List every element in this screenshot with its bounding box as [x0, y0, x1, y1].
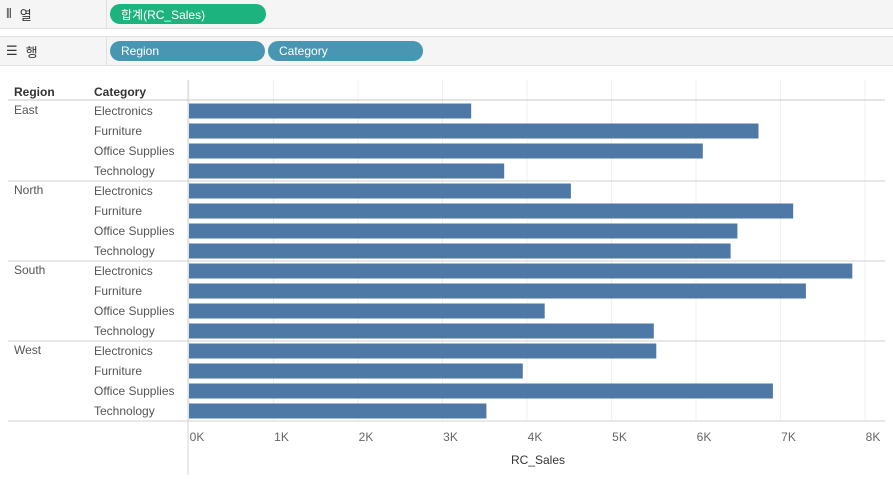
bar[interactable]	[189, 323, 654, 339]
bar[interactable]	[189, 183, 571, 199]
x-tick-label: 7K	[781, 430, 796, 444]
bar[interactable]	[189, 243, 731, 259]
category-label: Furniture	[94, 284, 142, 298]
rows-pill-region[interactable]: Region	[110, 41, 265, 61]
columns-shelf-header: ⦀ 열	[0, 0, 107, 28]
category-label: Electronics	[94, 264, 153, 278]
x-axis-ticks: 0K 1K 2K 3K 4K 5K 6K 7K 8K	[190, 430, 881, 444]
bar[interactable]	[189, 363, 523, 379]
bar[interactable]	[189, 223, 738, 239]
x-axis-title: RC_Sales	[511, 453, 565, 467]
x-tick-label: 4K	[528, 430, 543, 444]
x-tick-label: 2K	[359, 430, 374, 444]
category-label: Technology	[94, 164, 155, 178]
category-label: Office Supplies	[94, 144, 175, 158]
x-tick-label: 5K	[612, 430, 627, 444]
region-label: East	[14, 103, 39, 117]
rows-shelf: ☰ 행 Region Category	[0, 36, 893, 66]
bar[interactable]	[189, 103, 472, 119]
category-label: Technology	[94, 244, 155, 258]
region-label: South	[14, 263, 45, 277]
bar[interactable]	[189, 303, 545, 319]
region-label: North	[14, 183, 43, 197]
rows-shelf-header: ☰ 행	[0, 37, 107, 65]
category-label: Office Supplies	[94, 304, 175, 318]
category-label: Electronics	[94, 104, 153, 118]
rows-pill-category-label: Category	[279, 44, 328, 58]
region-label: West	[14, 343, 42, 357]
bar[interactable]	[189, 163, 505, 179]
bar[interactable]	[189, 383, 773, 399]
columns-shelf: ⦀ 열 합계(RC_Sales)	[0, 0, 893, 29]
x-tick-label: 1K	[274, 430, 289, 444]
x-tick-label: 3K	[443, 430, 458, 444]
rows-shelf-label: 행	[25, 44, 38, 60]
columns-pill-sales-label: 합계(RC_Sales)	[121, 7, 206, 22]
category-label: Technology	[94, 324, 155, 338]
bar-chart: East Electronics Furniture Office Supplies T…	[8, 80, 885, 475]
x-tick-label: 0K	[190, 430, 205, 444]
bar[interactable]	[189, 283, 806, 299]
bar[interactable]	[189, 143, 703, 159]
category-label: Technology	[94, 404, 155, 418]
x-tick-label: 6K	[697, 430, 712, 444]
bar[interactable]	[189, 403, 487, 419]
bar[interactable]	[189, 123, 759, 139]
category-label: Electronics	[94, 344, 153, 358]
columns-shelf-icon: ⦀	[6, 6, 12, 22]
category-label: Electronics	[94, 184, 153, 198]
category-label: Office Supplies	[94, 384, 175, 398]
separator-layer	[8, 180, 885, 422]
category-label: Furniture	[94, 204, 142, 218]
bar[interactable]	[189, 343, 657, 359]
columns-shelf-label: 열	[19, 7, 32, 23]
rows-shelf-icon: ☰	[6, 43, 18, 59]
bar[interactable]	[189, 263, 853, 279]
rows-pill-category[interactable]: Category	[268, 41, 423, 61]
category-label: Office Supplies	[94, 224, 175, 238]
x-tick-label: 8K	[866, 430, 881, 444]
rows-pill-region-label: Region	[121, 44, 160, 58]
category-label: Furniture	[94, 364, 142, 378]
bar[interactable]	[189, 203, 794, 219]
row-header-category: Category	[94, 85, 146, 99]
columns-pill-sales[interactable]: 합계(RC_Sales)	[110, 4, 266, 24]
category-label: Furniture	[94, 124, 142, 138]
row-header-region: Region	[14, 85, 55, 99]
label-layer: East Electronics Furniture Office Supplies T…	[14, 103, 175, 418]
bar-layer	[189, 103, 853, 419]
